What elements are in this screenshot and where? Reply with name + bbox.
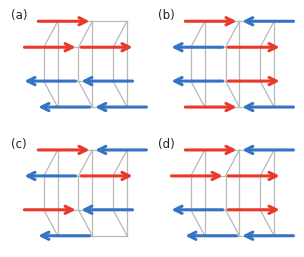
Text: (d): (d) bbox=[157, 137, 174, 151]
Text: (c): (c) bbox=[11, 137, 26, 151]
Text: (a): (a) bbox=[11, 9, 27, 22]
Text: (b): (b) bbox=[157, 9, 174, 22]
